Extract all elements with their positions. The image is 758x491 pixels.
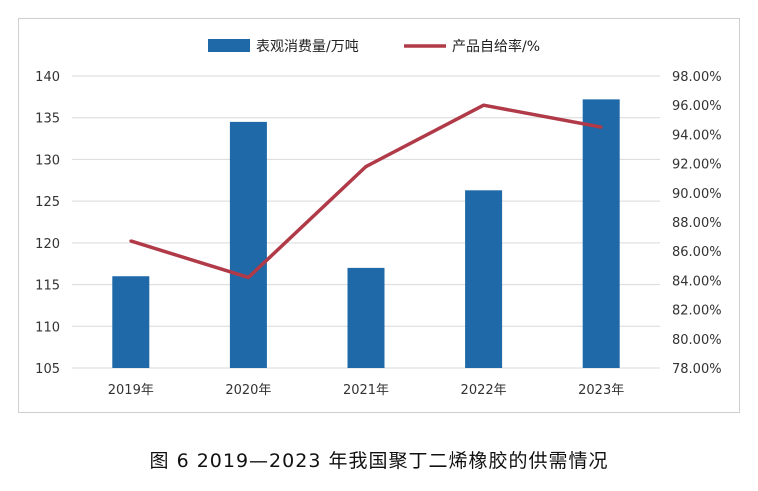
x-tick-label: 2021年 [343, 383, 389, 398]
left-tick-label: 135 [35, 112, 60, 127]
right-tick-label: 82.00% [672, 304, 722, 319]
right-tick-label: 92.00% [672, 158, 722, 173]
bar [112, 276, 150, 368]
legend-label-line: 产品自给率/% [452, 38, 540, 55]
right-tick-label: 78.00% [672, 362, 722, 377]
left-tick-label: 115 [35, 279, 60, 294]
legend-label-bar: 表观消费量/万吨 [256, 39, 359, 55]
x-tick-label: 2020年 [225, 383, 271, 398]
line-path [130, 103, 602, 280]
left-tick-label: 120 [35, 237, 60, 252]
x-axis: 2019年 2020年 2021年 2022年 2023年 [108, 383, 624, 398]
legend: 表观消费量/万吨 产品自给率/% [208, 38, 540, 55]
left-axis: 105 110 115 120 125 130 135 140 [35, 70, 60, 377]
left-tick-label: 110 [35, 320, 60, 335]
bar-series [112, 99, 620, 369]
right-tick-label: 94.00% [672, 128, 722, 143]
right-tick-label: 88.00% [672, 216, 722, 231]
x-tick-label: 2019年 [108, 383, 154, 398]
figure-caption: 图 6 2019—2023 年我国聚丁二烯橡胶的供需情况 [149, 450, 609, 472]
x-tick-label: 2022年 [461, 383, 507, 398]
left-tick-label: 125 [35, 195, 60, 210]
line-point [482, 103, 486, 107]
right-tick-label: 98.00% [672, 70, 722, 85]
line-point [364, 165, 368, 169]
left-tick-label: 105 [35, 362, 60, 377]
bar [465, 190, 503, 368]
line-point [246, 275, 250, 279]
x-tick-label: 2023年 [578, 383, 624, 398]
line-series [129, 103, 603, 280]
legend-swatch-bar [208, 39, 250, 52]
bar [347, 267, 385, 368]
bar [229, 121, 267, 368]
right-tick-label: 80.00% [672, 333, 722, 348]
bar [582, 99, 620, 369]
right-tick-label: 84.00% [672, 274, 722, 289]
left-tick-label: 140 [35, 70, 60, 85]
right-tick-label: 86.00% [672, 245, 722, 260]
line-point [129, 239, 133, 243]
chart-svg: 105 110 115 120 125 130 135 140 78.00% 80.00% 82.… [35, 38, 722, 398]
right-axis: 78.00% 80.00% 82.00% 84.00% 86.00% 88.00% 90.0… [672, 70, 722, 377]
grid-lines [72, 75, 660, 369]
left-tick-label: 130 [35, 153, 60, 168]
line-point [599, 125, 603, 129]
right-tick-label: 90.00% [672, 187, 722, 202]
right-tick-label: 96.00% [672, 99, 722, 114]
